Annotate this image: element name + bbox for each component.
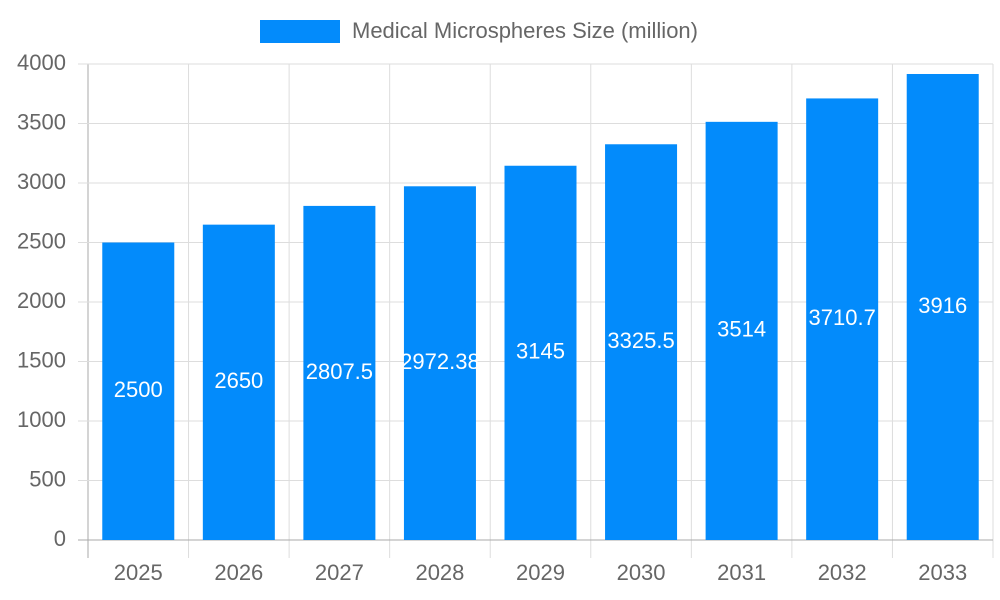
data-label: 2807.5 [306,359,373,384]
y-tick-label: 1000 [17,407,66,432]
bar [906,73,979,540]
bar [202,224,275,540]
bar [102,242,175,540]
x-tick-label: 2033 [918,560,967,585]
bar [303,205,376,540]
data-label: 3145 [516,339,565,364]
y-tick-label: 500 [29,466,66,491]
data-label: 2650 [214,368,263,393]
x-tick-label: 2030 [617,560,666,585]
y-tick-label: 1500 [17,347,66,372]
x-tick-label: 2026 [214,560,263,585]
x-tick-label: 2032 [818,560,867,585]
bar [705,121,778,541]
x-tick-label: 2027 [315,560,364,585]
data-label: 2972.38 [400,349,480,374]
y-tick-label: 3500 [17,109,66,134]
data-label: 3710.7 [809,305,876,330]
data-label: 3916 [918,293,967,318]
bar [806,98,879,540]
y-tick-label: 3000 [17,169,66,194]
y-tick-label: 4000 [17,50,66,75]
bar [605,144,678,540]
legend-label: Medical Microspheres Size (million) [352,18,698,43]
x-tick-label: 2029 [516,560,565,585]
bar [403,186,476,540]
y-tick-label: 2500 [17,228,66,253]
data-label: 3514 [717,317,766,342]
bar [504,165,577,540]
x-tick-label: 2028 [415,560,464,585]
x-tick-label: 2031 [717,560,766,585]
y-tick-label: 0 [54,526,66,551]
data-label: 3325.5 [607,328,674,353]
y-tick-label: 2000 [17,288,66,313]
legend-swatch [260,20,340,43]
x-tick-label: 2025 [114,560,163,585]
data-label: 2500 [114,377,163,402]
